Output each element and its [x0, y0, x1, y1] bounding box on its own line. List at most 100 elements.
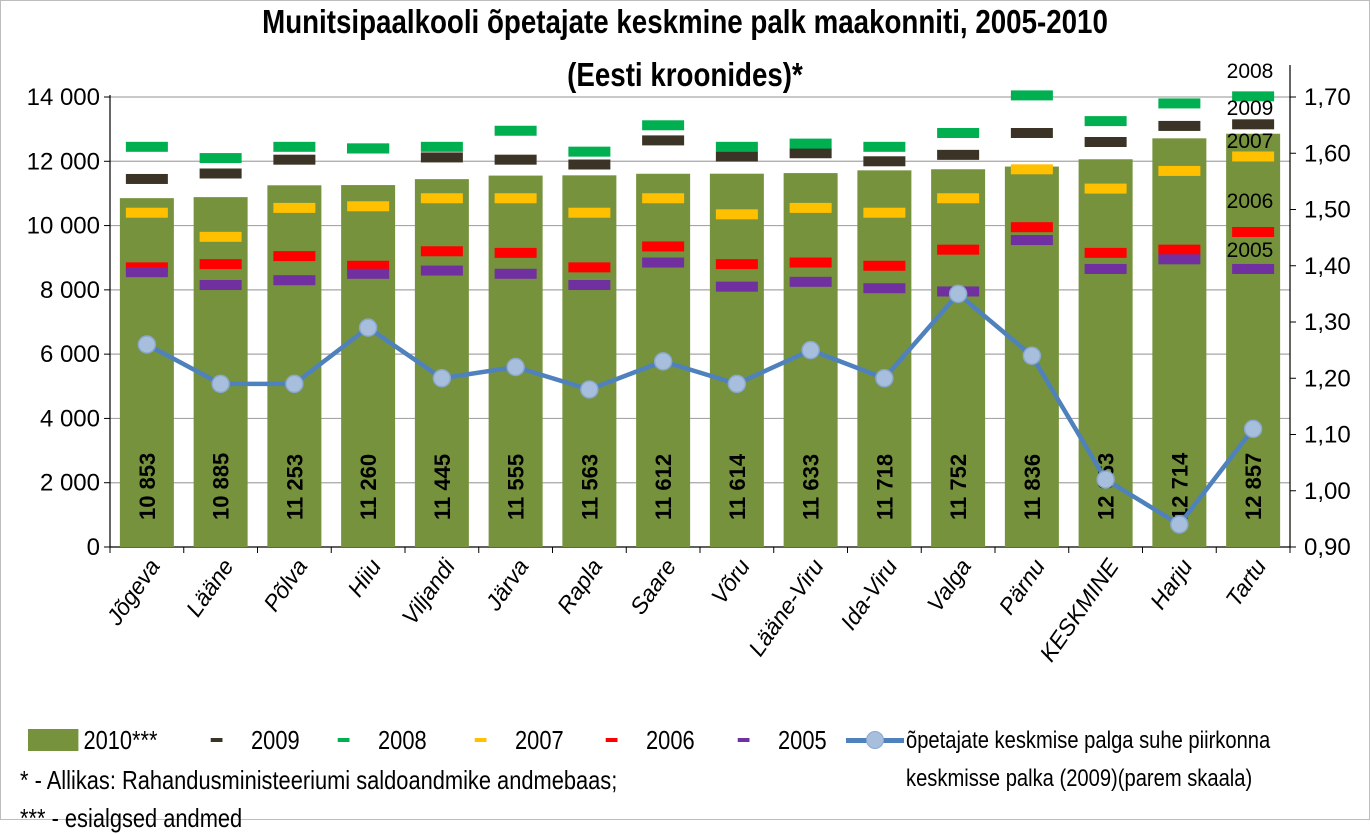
bar-value-label: 11 614: [725, 453, 750, 520]
legend-swatch: [337, 738, 350, 742]
legend-line-label-2: keskmisse palka (2009)(parem skaala): [906, 765, 1253, 792]
y2-tick-label: 1,60: [1304, 140, 1351, 167]
legend-item: 2008: [331, 722, 427, 758]
marker-2008: [1158, 98, 1201, 109]
ratio-point: [653, 352, 673, 371]
y-tick-label: 6 000: [40, 341, 100, 368]
marker-2007: [1010, 164, 1053, 175]
legend-label: 2005: [778, 724, 827, 755]
ratio-point: [580, 380, 599, 399]
bar-value-label: 12 857: [1241, 453, 1266, 520]
marker-2009: [420, 152, 463, 163]
marker-2009: [789, 148, 832, 159]
legend-swatch: [474, 738, 487, 742]
marker-2008: [125, 141, 168, 152]
bar-value-label: 11 563: [577, 454, 602, 520]
bar-value-label: 11 718: [872, 454, 897, 520]
legend-line-marker: [866, 731, 884, 749]
y2-tick-label: 1,50: [1304, 197, 1351, 224]
marker-2008: [199, 153, 242, 164]
bar-2010: [119, 198, 174, 547]
bar-2010: [341, 185, 396, 548]
marker-2009: [273, 154, 316, 165]
year-annotation: 2005: [1227, 239, 1274, 262]
chart-title: Munitsipaalkooli õpetajate keskmine palk…: [262, 3, 1108, 40]
marker-2009: [715, 151, 758, 162]
marker-2005: [273, 275, 316, 286]
marker-2005: [1158, 254, 1201, 265]
y2-tick-label: 0,90: [1304, 534, 1351, 561]
marker-2008: [568, 146, 611, 157]
category-label: Harju: [1145, 554, 1198, 614]
bar-2010: [1152, 138, 1207, 548]
chart-plot: 0 2 000 4 000 6 000 8 000 10 000 12 000 14 000 0…: [27, 60, 1351, 666]
marker-2006: [1084, 247, 1127, 258]
ratio-point: [358, 318, 378, 337]
marker-2007: [125, 207, 168, 218]
marker-2008: [789, 138, 832, 149]
ratio-point: [1022, 346, 1042, 365]
legend-line-label-1: õpetajate keskmise palga suhe piirkonna: [906, 727, 1271, 754]
marker-2006: [420, 246, 463, 257]
category-label: Lääne-Viru: [743, 554, 829, 661]
bar-2010: [562, 175, 617, 547]
legend-item: 2009: [204, 722, 300, 758]
marker-2007: [420, 193, 463, 204]
bar-2010: [414, 179, 469, 547]
y2-tick-label: 1,20: [1304, 365, 1351, 392]
bar-value-label: 11 260: [356, 454, 381, 520]
ratio-point: [875, 369, 894, 388]
marker-2007: [199, 231, 242, 242]
marker-2008: [1232, 91, 1275, 102]
category-label: Põlva: [258, 554, 312, 616]
legend-label: 2006: [646, 724, 695, 755]
ratio-point: [948, 284, 968, 304]
ratio-point: [432, 369, 452, 388]
marker-2005: [863, 283, 906, 294]
chart-subtitle: (Eesti kroonides)*: [567, 56, 803, 93]
marker-2005: [420, 265, 463, 276]
ratio-line: [145, 291, 1255, 527]
legend-label: 2007: [515, 724, 564, 755]
y-tick-label: 0: [87, 534, 100, 561]
marker-2006: [347, 260, 390, 271]
category-label: Ida-Viru: [835, 554, 902, 635]
ratio-point: [1096, 470, 1115, 489]
ratio-point: [285, 374, 304, 394]
y-tick-label: 12 000: [27, 148, 100, 175]
ratio-point: [801, 340, 820, 360]
marker-2008: [347, 143, 390, 154]
bar-2010: [709, 173, 764, 547]
y-tick-label: 8 000: [40, 277, 100, 304]
bar-value-label: 10 885: [209, 453, 234, 520]
marker-2008: [494, 125, 537, 136]
legend-line-swatch: [846, 731, 904, 749]
marker-2009: [863, 156, 906, 167]
category-label: Saare: [625, 554, 682, 619]
marker-2005: [1010, 235, 1053, 246]
marker-2008: [715, 141, 758, 152]
bar-2010: [931, 169, 986, 547]
category-label: Pärnu: [993, 554, 1050, 619]
category-label: Rapla: [552, 554, 608, 618]
legend-swatch: [28, 729, 79, 751]
marker-2007: [789, 202, 832, 213]
ratio-point: [211, 374, 230, 394]
y-tick-label: 2 000: [40, 470, 100, 497]
marker-2009: [494, 154, 537, 165]
marker-2006: [937, 244, 980, 255]
marker-2007: [1084, 183, 1127, 194]
marker-2006: [568, 262, 611, 273]
marker-2007: [273, 202, 316, 213]
bar-value-label: 11 445: [430, 454, 455, 520]
marker-2006: [273, 251, 316, 262]
category-label: Jõgeva: [101, 554, 165, 630]
marker-2008: [273, 141, 316, 152]
legend-item: 2007: [468, 722, 564, 758]
y2-tick-label: 1,70: [1304, 84, 1351, 111]
marker-2006: [715, 259, 758, 270]
bar-value-label: 11 633: [799, 454, 824, 520]
marker-2007: [1232, 151, 1275, 162]
category-label: Järva: [480, 554, 534, 616]
ratio-point: [727, 374, 747, 394]
